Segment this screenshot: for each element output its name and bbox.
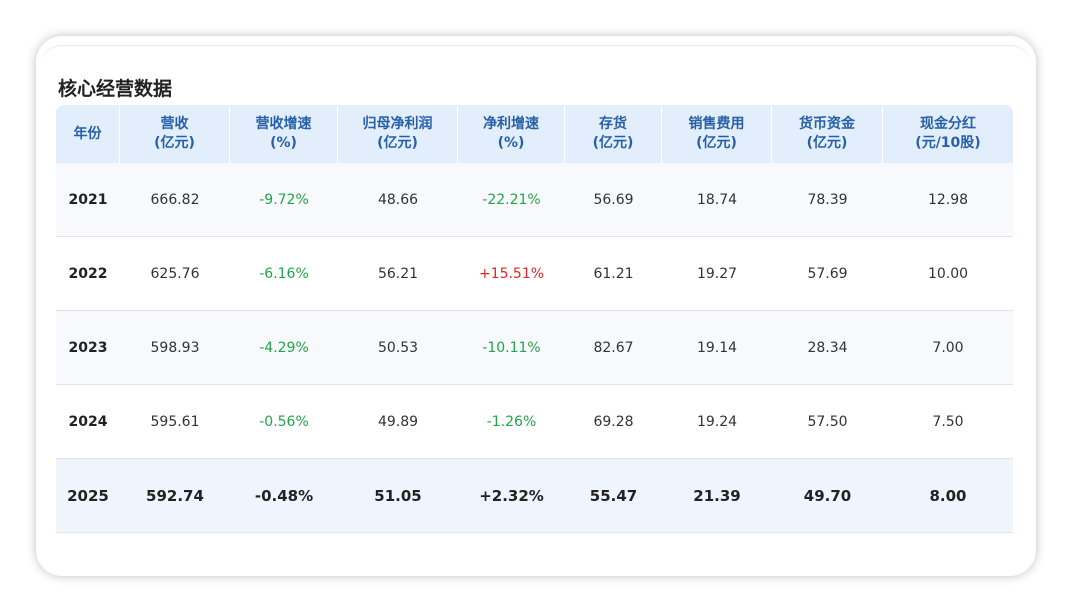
table-cell: 50.53	[338, 311, 458, 385]
table-cell: 51.05	[338, 459, 458, 533]
table-cell: 592.74	[120, 459, 230, 533]
header-cell: 销售费用 (亿元)	[662, 105, 772, 163]
table-cell: 7.00	[883, 311, 1013, 385]
table-cell: 19.27	[662, 237, 772, 311]
table-cell: 78.39	[772, 163, 883, 237]
header-cell: 净利增速 (%)	[458, 105, 565, 163]
header-text: (亿元)	[592, 135, 634, 151]
table-cell: -9.72%	[230, 163, 338, 237]
data-table: 年份 营收 (亿元) 营收增速 (%) 归母净利润 (亿元) 净利增速 (%) 存货 (亿元) 销售费…	[56, 105, 1013, 533]
table-cell: 595.61	[120, 385, 230, 459]
header-cell: 年份	[56, 105, 120, 163]
table-cell: -0.56%	[230, 385, 338, 459]
header-text: 销售费用	[688, 116, 745, 132]
header-text: 货币资金	[799, 116, 855, 132]
header-text: (亿元)	[696, 135, 737, 151]
table-cell: 666.82	[120, 163, 230, 237]
header-row: 年份 营收 (亿元) 营收增速 (%) 归母净利润 (亿元) 净利增速 (%) 存货 (亿元) 销售费…	[56, 105, 1013, 163]
header-text: 净利增速	[483, 116, 539, 132]
table-cell: -1.26%	[458, 385, 565, 459]
table-cell: 69.28	[565, 385, 662, 459]
table-cell: 82.67	[565, 311, 662, 385]
table-cell: 57.69	[772, 237, 883, 311]
header-text: 存货	[599, 116, 627, 132]
table-body: 2021 666.82 -9.72% 48.66 -22.21% 56.69 18.74 78…	[56, 163, 1013, 533]
header-cell: 归母净利润 (亿元)	[338, 105, 458, 163]
header-text: (元/10股)	[915, 135, 981, 151]
header-cell: 营收 (亿元)	[120, 105, 230, 163]
table-cell: 598.93	[120, 311, 230, 385]
header-text: 营收	[160, 116, 189, 132]
header-text: 年份	[73, 125, 102, 142]
table-row: 2025 592.74 -0.48% 51.05 +2.32% 55.47 21.39 49.…	[56, 459, 1013, 533]
table-cell: 56.69	[565, 163, 662, 237]
table-cell: 49.89	[338, 385, 458, 459]
table-cell: 57.50	[772, 385, 883, 459]
table-cell: +15.51%	[458, 237, 565, 311]
header-text: (%)	[270, 135, 297, 151]
table-cell: 18.74	[662, 163, 772, 237]
table-cell: 2022	[56, 237, 120, 311]
table-cell: 8.00	[883, 459, 1013, 533]
header-text: (亿元)	[154, 135, 195, 151]
table-cell: 56.21	[338, 237, 458, 311]
table-cell: 28.34	[772, 311, 883, 385]
header-cell: 现金分红 (元/10股)	[883, 105, 1013, 163]
table-cell: -0.48%	[230, 459, 338, 533]
table-row: 2022 625.76 -6.16% 56.21 +15.51% 61.21 19.27 57…	[56, 237, 1013, 311]
table-cell: 21.39	[662, 459, 772, 533]
header-cell: 货币资金 (亿元)	[772, 105, 883, 163]
header-text: 营收增速	[255, 116, 312, 132]
table-cell: 55.47	[565, 459, 662, 533]
table-row: 2024 595.61 -0.56% 49.89 -1.26% 69.28 19.24 57.…	[56, 385, 1013, 459]
card: 核心经营数据 年份 营收 (亿元) 营收增速 (%) 归母净利润 (亿元) 净利增速 (%) 存货…	[36, 36, 1036, 576]
table-cell: 10.00	[883, 237, 1013, 311]
table-cell: 2023	[56, 311, 120, 385]
table-cell: 12.98	[883, 163, 1013, 237]
table-cell: 7.50	[883, 385, 1013, 459]
table-cell: 625.76	[120, 237, 230, 311]
table-cell: -4.29%	[230, 311, 338, 385]
title: 核心经营数据	[58, 78, 173, 100]
table-cell: 49.70	[772, 459, 883, 533]
table-cell: 2025	[56, 459, 120, 533]
header-text: 归母净利润	[362, 116, 433, 132]
table-cell: 2024	[56, 385, 120, 459]
table-cell: -22.21%	[458, 163, 565, 237]
table-row: 2021 666.82 -9.72% 48.66 -22.21% 56.69 18.74 78…	[56, 163, 1013, 237]
card-inner	[40, 45, 1032, 576]
header-text: 现金分红	[920, 116, 976, 132]
table-cell: 19.24	[662, 385, 772, 459]
table-cell: 48.66	[338, 163, 458, 237]
table-cell: -6.16%	[230, 237, 338, 311]
table-cell: 2021	[56, 163, 120, 237]
header-cell: 存货 (亿元)	[565, 105, 662, 163]
table-cell: -10.11%	[458, 311, 565, 385]
table-cell: +2.32%	[458, 459, 565, 533]
header-text: (亿元)	[806, 135, 848, 151]
table-cell: 61.21	[565, 237, 662, 311]
header-cell: 营收增速 (%)	[230, 105, 338, 163]
header-text: (%)	[497, 135, 525, 151]
header-text: (亿元)	[377, 135, 418, 151]
table-row: 2023 598.93 -4.29% 50.53 -10.11% 82.67 19.14 28…	[56, 311, 1013, 385]
table-cell: 19.14	[662, 311, 772, 385]
